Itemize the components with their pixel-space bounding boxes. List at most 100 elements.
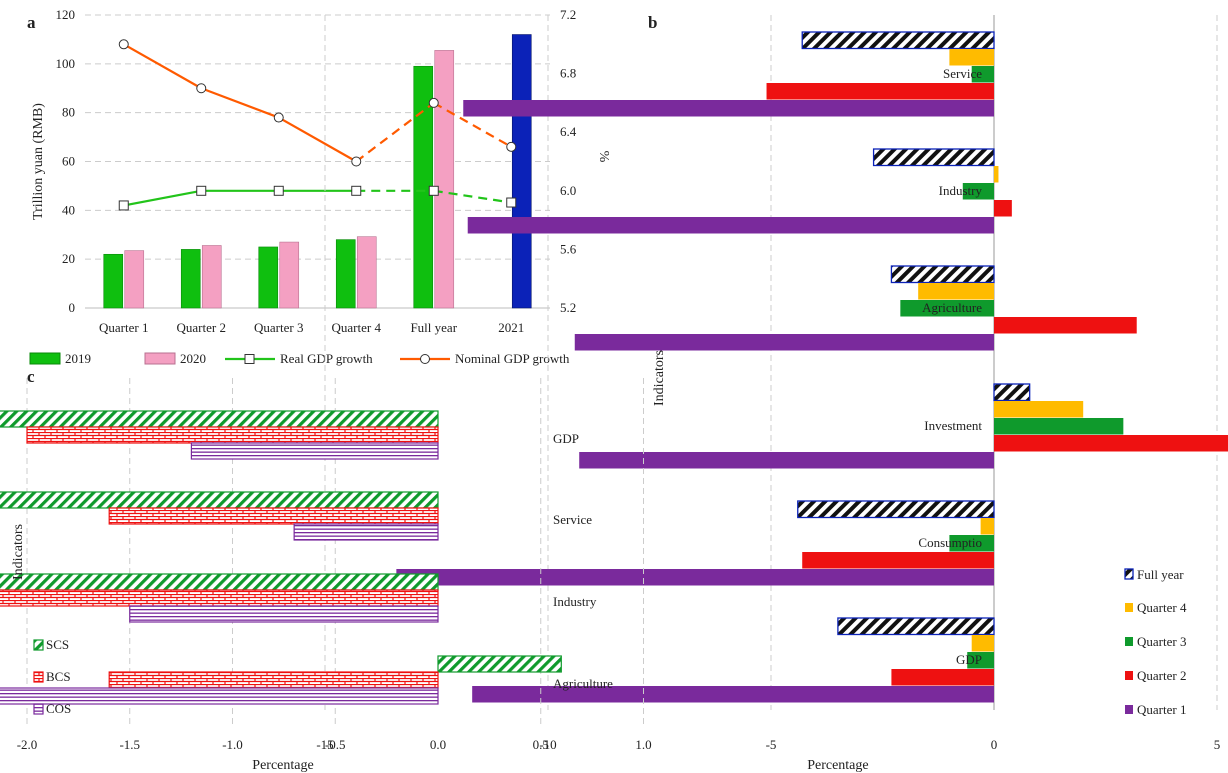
x-tick-label: -1.0 xyxy=(222,737,243,752)
bar-quarter-4 xyxy=(980,518,994,535)
y2-tick-label: 5.6 xyxy=(560,241,577,256)
bar-quarter-2 xyxy=(994,317,1137,334)
bar-quarter-1 xyxy=(574,334,994,351)
category-label: Agriculture xyxy=(922,300,982,315)
legend-swatch xyxy=(1124,568,1134,580)
nominal-gdp-line-segment xyxy=(200,87,280,119)
x-tick-label: Quarter 3 xyxy=(254,320,303,335)
bar-quarter-3 xyxy=(962,183,994,200)
legend-swatch xyxy=(1125,603,1133,612)
bar-cos xyxy=(293,523,439,541)
real-gdp-line-segment xyxy=(123,189,202,207)
panel-c-label: c xyxy=(27,367,35,386)
real-gdp-point xyxy=(506,197,517,208)
bar-quarter-3 xyxy=(994,418,1124,435)
nominal-gdp-line-segment xyxy=(278,116,357,163)
x-tick-label: Full year xyxy=(410,320,457,335)
bar-quarter-2 xyxy=(994,200,1012,217)
legend-label: Quarter 1 xyxy=(1137,702,1186,717)
bar-bcs xyxy=(108,671,439,689)
bar-quarter-1 xyxy=(463,100,994,117)
category-label: Industry xyxy=(939,183,983,198)
x-tick-label: Quarter 2 xyxy=(177,320,226,335)
x-tick-label: -2.0 xyxy=(17,737,38,752)
legend-label-2020: 2020 xyxy=(180,351,206,366)
panel-c-chart: c-4.0-3.5-3.0-2.5-2.0-1.5-1.0-0.50.00.51… xyxy=(0,367,652,773)
category-label: GDP xyxy=(553,431,579,446)
bar-2021 xyxy=(511,34,532,309)
y-tick-label: 60 xyxy=(62,154,75,169)
category-label: Investment xyxy=(924,418,982,433)
x-tick-label: -15 xyxy=(316,737,333,752)
bar-quarter-2 xyxy=(766,83,994,100)
bar-cos xyxy=(129,605,439,623)
x-tick-label: -10 xyxy=(539,737,556,752)
bar-2020 xyxy=(201,245,222,309)
legend-label-nominal: Nominal GDP growth xyxy=(455,351,570,366)
x-tick-label: 0 xyxy=(991,737,998,752)
x-tick-label: 2021 xyxy=(498,320,524,335)
real-gdp-point xyxy=(428,185,439,196)
y-tick-label: 120 xyxy=(56,7,76,22)
real-gdp-line-segment xyxy=(433,189,512,204)
y-tick-label: 40 xyxy=(62,202,75,217)
bar-quarter-3 xyxy=(967,652,994,669)
nominal-gdp-line-segment xyxy=(355,102,435,163)
nominal-gdp-point xyxy=(273,112,284,123)
y2-axis-title: % xyxy=(596,151,611,163)
legend-label: Quarter 4 xyxy=(1137,600,1187,615)
bar-scs xyxy=(0,491,439,509)
bar-quarter-1 xyxy=(467,217,995,234)
bar-quarter-4 xyxy=(918,283,994,300)
x-axis-title: Percentage xyxy=(807,758,868,773)
legend-swatch xyxy=(33,639,44,651)
bar-quarter-1 xyxy=(579,452,994,469)
x-tick-label: -5 xyxy=(766,737,777,752)
bar-quarter-3 xyxy=(971,66,994,83)
y-axis-title: Indicators xyxy=(11,524,26,580)
y2-tick-label: 6.8 xyxy=(560,66,576,81)
nominal-gdp-point xyxy=(506,141,517,152)
bar-quarter-1 xyxy=(396,569,994,586)
legend-swatch xyxy=(33,671,44,683)
y-tick-label: 0 xyxy=(69,300,76,315)
y-axis-title: Trillion yuan (RMB) xyxy=(31,103,46,220)
bar-full-year xyxy=(993,383,1031,402)
nominal-gdp-line-segment xyxy=(123,43,202,90)
legend-marker-real xyxy=(244,354,255,364)
panel-a-label: a xyxy=(27,13,36,32)
bar-cos xyxy=(190,442,439,460)
legend-swatch xyxy=(33,703,44,715)
category-label: Service xyxy=(943,66,982,81)
legend-label: Quarter 3 xyxy=(1137,634,1186,649)
bar-quarter-4 xyxy=(994,166,999,183)
legend-label: Quarter 2 xyxy=(1137,668,1186,683)
panel-b-label: b xyxy=(648,13,657,32)
legend-swatch xyxy=(1125,671,1133,680)
bar-quarter-2 xyxy=(891,669,994,686)
x-tick-label: 1.0 xyxy=(635,737,651,752)
legend-swatch-2020 xyxy=(144,352,176,365)
x-tick-label: Quarter 4 xyxy=(332,320,382,335)
real-gdp-point xyxy=(273,185,284,196)
bar-quarter-4 xyxy=(994,401,1084,418)
bar-2019 xyxy=(103,253,124,309)
legend-swatch-2019 xyxy=(29,352,61,365)
category-label: Agriculture xyxy=(553,676,613,691)
bar-full-year xyxy=(837,617,995,636)
nominal-gdp-point xyxy=(118,39,129,50)
bar-scs xyxy=(0,573,439,591)
real-gdp-point xyxy=(351,185,362,196)
x-tick-label: 5 xyxy=(1214,737,1221,752)
bar-quarter-4 xyxy=(971,635,994,652)
legend-label: SCS xyxy=(46,637,69,652)
y-tick-label: 20 xyxy=(62,251,75,266)
category-label: GDP xyxy=(956,652,982,667)
bar-full-year xyxy=(872,148,995,167)
bar-quarter-3 xyxy=(949,535,994,552)
x-tick-label: 0.0 xyxy=(430,737,446,752)
bar-quarter-1 xyxy=(472,686,994,703)
y-tick-label: 100 xyxy=(56,56,76,71)
legend-swatch xyxy=(1125,705,1133,714)
bar-scs xyxy=(437,655,562,673)
